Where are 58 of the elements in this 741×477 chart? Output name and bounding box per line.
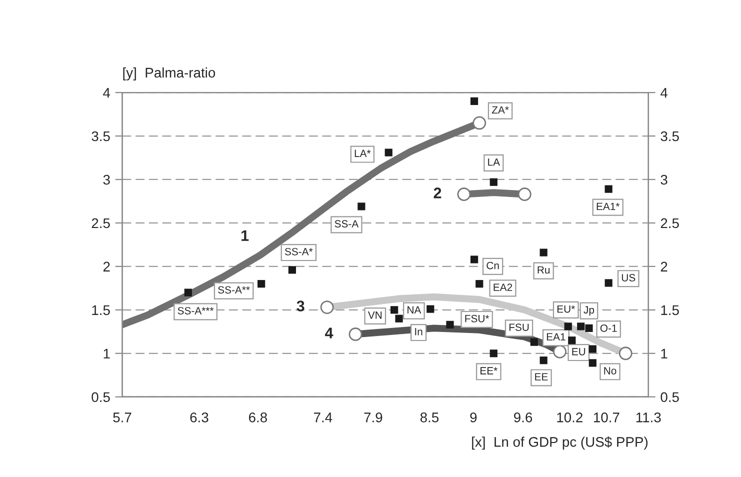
y-tick-label: 2.5 (92, 218, 110, 228)
x-tick-label: 9 (470, 412, 477, 422)
y2-tick-label: 3 (660, 174, 668, 185)
x-tick-label: 10.7 (594, 412, 620, 422)
annotation: EU (572, 348, 586, 356)
annotation: SS-A* (284, 248, 313, 256)
x-tick-label: 10.2 (557, 412, 582, 422)
y-tick-label: 3.5 (92, 131, 110, 142)
y2-tick-label: 1.5 (661, 305, 679, 316)
annotation: In (415, 328, 422, 336)
x-tick-label: 5.7 (113, 412, 132, 422)
x-tick-label: 7.9 (364, 412, 382, 422)
x-tick-label: 6.8 (248, 412, 267, 422)
y2-tick-label: 2 (660, 262, 668, 272)
annotation: EA1 (546, 333, 566, 340)
y-tick-label: 1.5 (92, 305, 110, 316)
series-label: 3 (296, 300, 304, 312)
annotation: EA1* (596, 202, 620, 210)
annotation: ZA* (492, 106, 509, 114)
annotation: FSU (509, 324, 529, 331)
y2-tick-label: 2.5 (660, 218, 679, 228)
annotation: Ru (538, 266, 550, 274)
y-tick-label: 2 (103, 262, 110, 272)
x-tick-label: 6.3 (190, 412, 208, 422)
x-tick-label: 11.3 (636, 412, 661, 422)
y-tick-label: 4 (103, 88, 110, 98)
series-label: 4 (324, 328, 334, 338)
annotation: Cn (486, 262, 499, 270)
annotation: EU* (557, 305, 575, 313)
y-axis-title: [y] Palma-ratio (123, 67, 216, 80)
annotation: US (622, 274, 636, 282)
y-tick-label: 0.5 (92, 392, 110, 402)
x-tick-label: 8.5 (420, 412, 439, 422)
annotation: VN (368, 312, 382, 319)
series-label: 1 (242, 230, 249, 241)
annotation: NA (408, 306, 422, 314)
y2-tick-label: 1 (661, 348, 668, 358)
x-tick-label: 7.4 (314, 412, 332, 422)
y2-tick-label: 3.5 (660, 131, 679, 142)
annotation: Jp (584, 306, 594, 316)
annotation: EA2 (494, 284, 512, 291)
y-tick-label: 3 (103, 174, 110, 185)
y-tick-label: 1 (104, 348, 110, 358)
x-tick-label: 9.6 (514, 412, 532, 422)
x-axis-title: [x] Ln of GDP pc (US$ PPP) (472, 436, 648, 450)
annotation: SS-A*** (178, 307, 214, 314)
annotation: SS-A** (218, 286, 250, 294)
annotation: EE* (480, 367, 498, 374)
y2-tick-label: 4 (660, 88, 668, 98)
annotation: No (604, 367, 616, 374)
series-label: 2 (434, 188, 442, 198)
annotation: O-1 (600, 324, 617, 332)
y2-tick-label: 0.5 (660, 392, 679, 402)
annotation: SS-A (334, 220, 359, 228)
annotation: EE (535, 373, 548, 380)
annotation: FSU* (465, 314, 490, 322)
annotation: LA (488, 158, 500, 166)
annotation: LA* (354, 150, 371, 157)
